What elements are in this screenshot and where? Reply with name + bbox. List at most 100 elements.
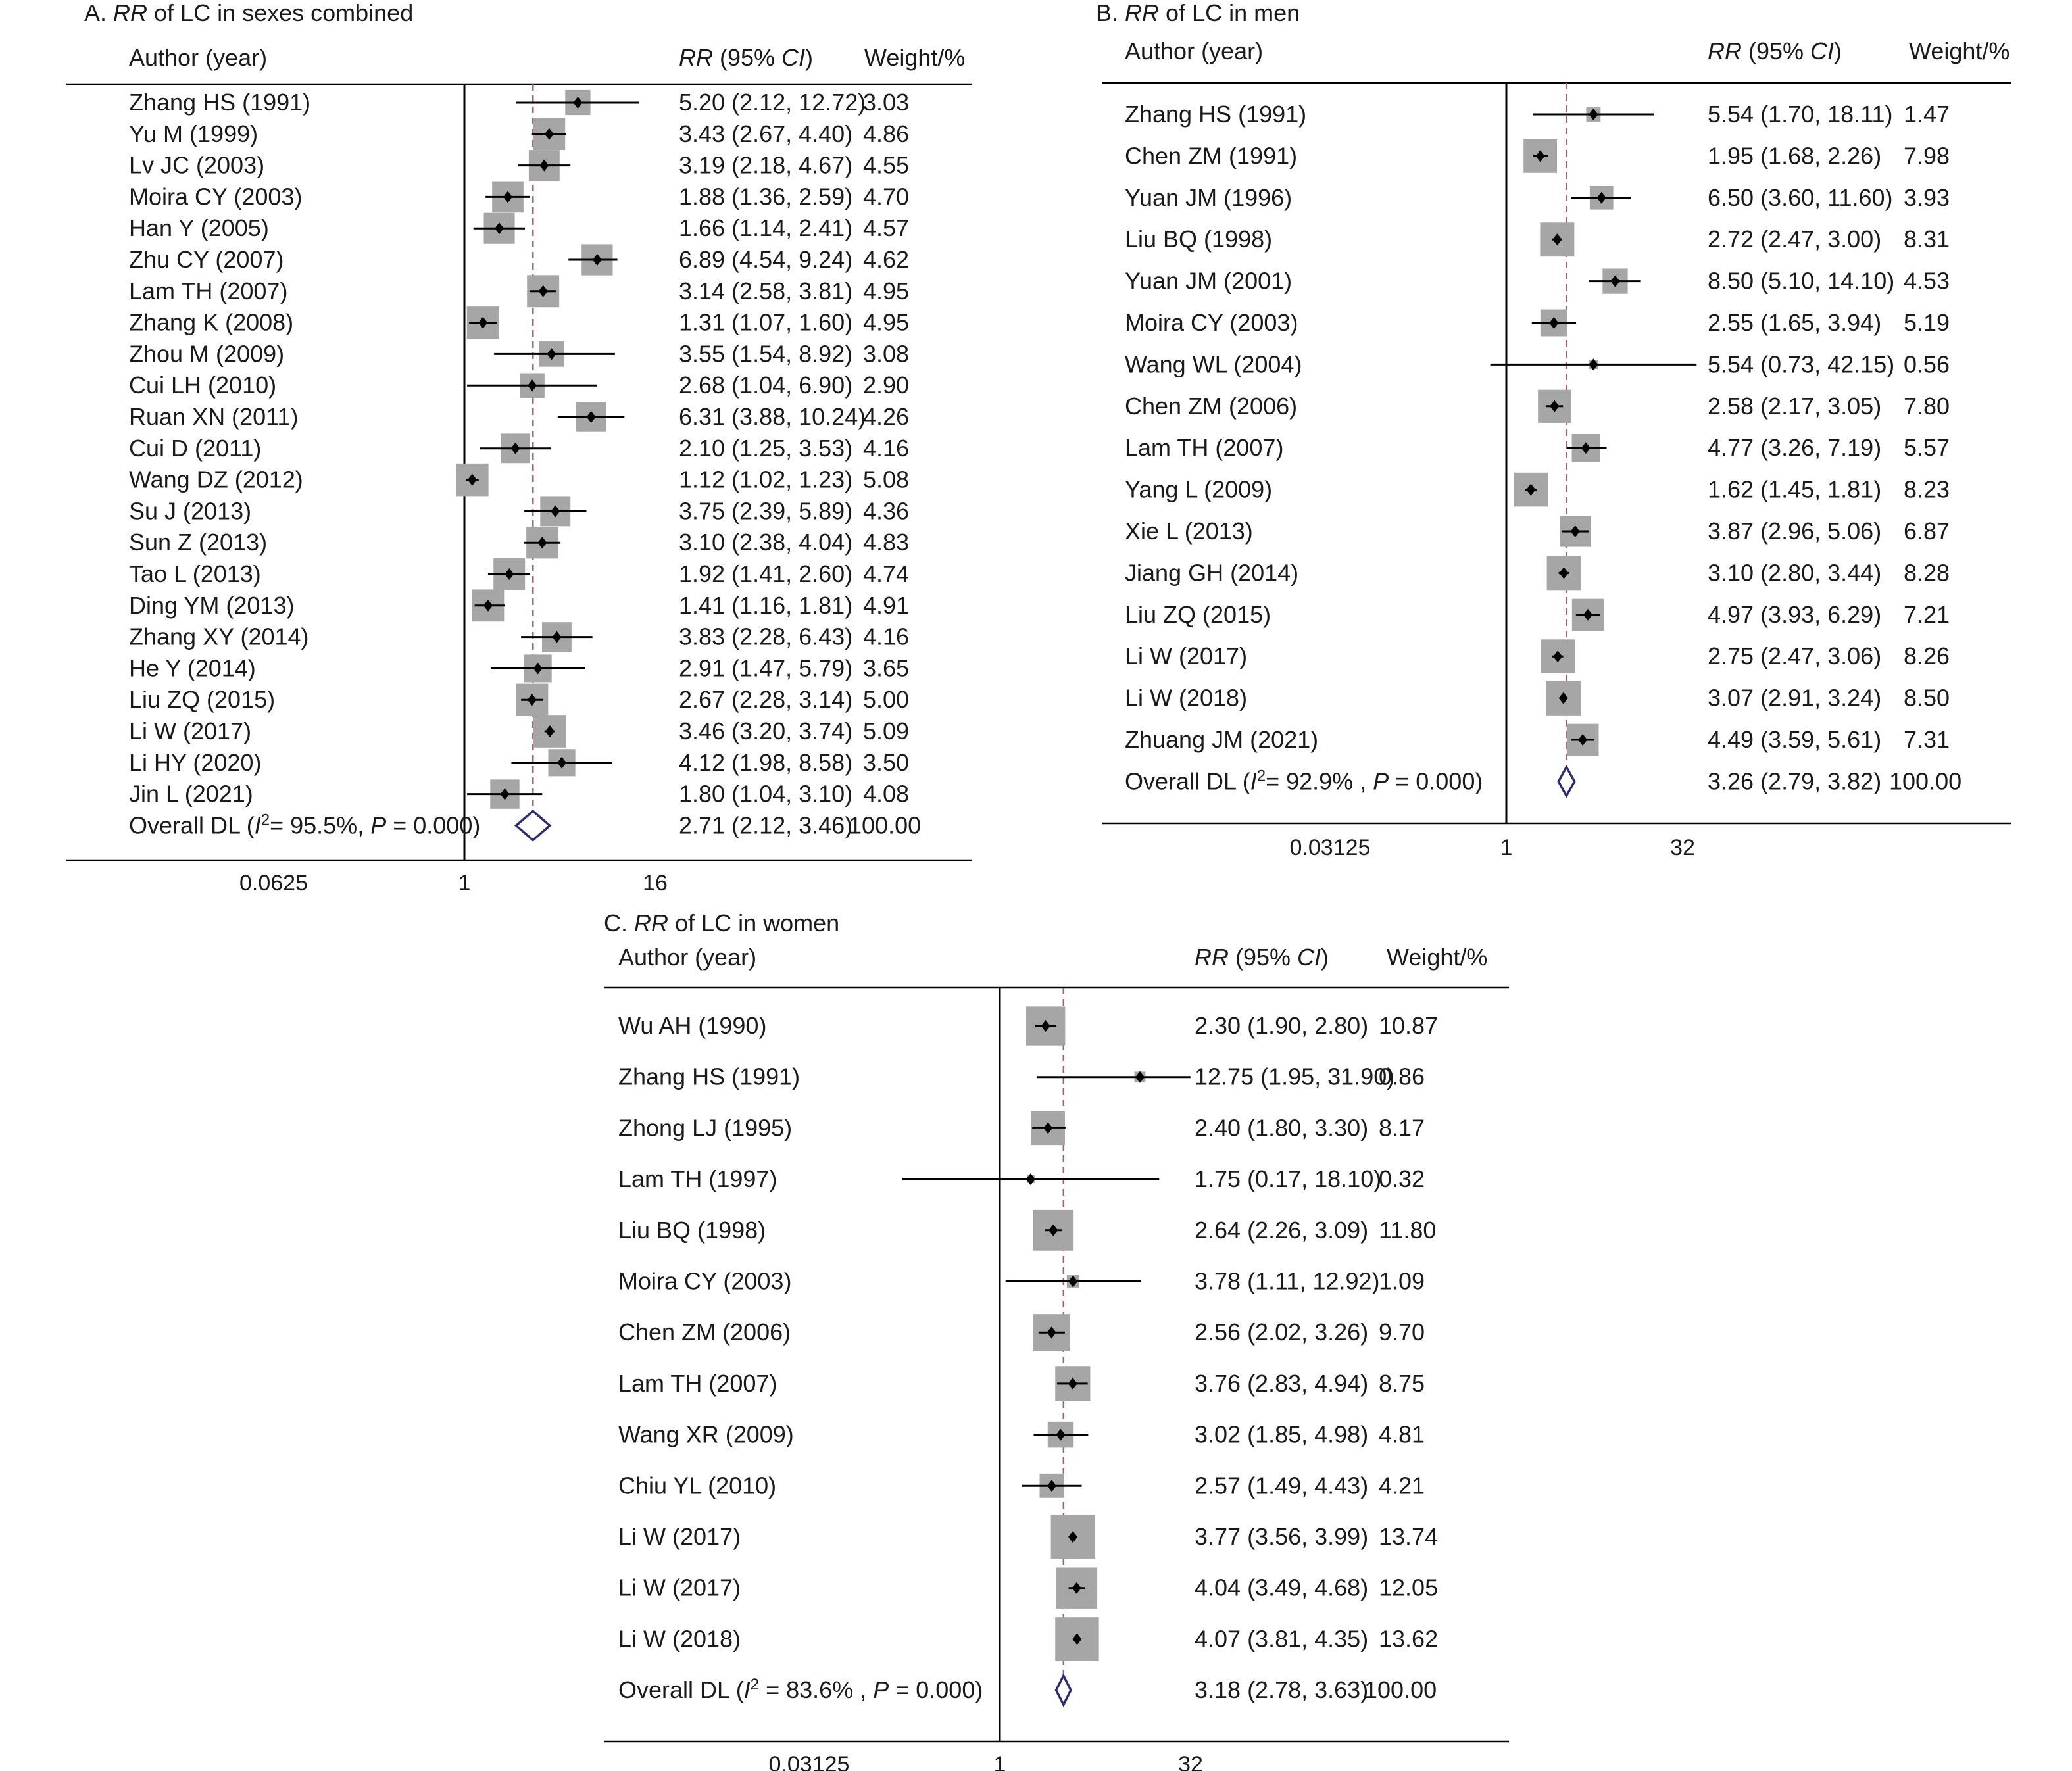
overall-row: Overall DL (I2 = 83.6% , P = 0.000) 3.18 … [618, 1673, 1437, 1707]
study-row: Yang L (2009) 1.62 (1.45, 1.81) 8.23 [1125, 472, 1950, 507]
study-row: Li HY (2020) 4.12 (1.98, 8.58) 3.50 [129, 749, 909, 777]
study-point-estimate [1610, 275, 1620, 287]
study-rr-ci-text: 1.80 (1.04, 3.10) [679, 781, 852, 808]
study-point-estimate [495, 222, 505, 235]
header-weight: Weight/% [1387, 944, 1487, 971]
overall-label: Overall DL (I2 = 83.6% , P = 0.000) [618, 1676, 983, 1704]
study-row: Chiu YL (2010) 2.57 (1.49, 4.43) 4.21 [618, 1472, 1425, 1499]
study-point-estimate [551, 505, 560, 518]
study-author: Lam TH (2007) [129, 278, 287, 304]
study-weight: 8.17 [1379, 1114, 1425, 1141]
study-weight: 4.91 [863, 592, 909, 619]
study-rr-ci-text: 4.97 (3.93, 6.29) [1708, 601, 1881, 628]
study-rr-ci-text: 3.83 (2.28, 6.43) [679, 623, 852, 650]
study-author: Yuan JM (2001) [1125, 268, 1292, 295]
study-point-estimate [1583, 608, 1592, 621]
study-author: Wang WL (2004) [1125, 351, 1302, 377]
study-rr-ci-text: 1.31 (1.07, 1.60) [679, 309, 852, 336]
study-author: Wang XR (2009) [618, 1421, 794, 1448]
study-weight: 4.62 [863, 246, 909, 273]
study-row: Moira CY (2003) 3.78 (1.11, 12.92)1.09 [618, 1268, 1425, 1295]
study-author: Yang L (2009) [1125, 476, 1272, 503]
study-rr-ci-text: 3.87 (2.96, 5.06) [1708, 518, 1881, 545]
study-author: Lam TH (1997) [618, 1165, 777, 1192]
study-weight: 1.09 [1379, 1268, 1425, 1295]
study-rr-ci-text: 2.40 (1.80, 3.30) [1195, 1114, 1368, 1141]
study-author: Wang DZ (2012) [129, 466, 303, 493]
forest-panel-a: A. RR of LC in sexes combined Author (yea… [66, 0, 972, 896]
study-weight: 4.74 [863, 560, 909, 587]
study-weight: 3.93 [1904, 184, 1950, 211]
study-point-estimate [545, 725, 555, 737]
study-weight: 8.75 [1379, 1370, 1425, 1397]
study-rr-ci-text: 3.19 (2.18, 4.67) [679, 152, 852, 179]
study-weight: 10.87 [1379, 1012, 1438, 1039]
study-point-estimate [1068, 1275, 1078, 1288]
study-rr-ci-text: 2.91 (1.47, 5.79) [679, 654, 852, 681]
study-author: Moira CY (2003) [1125, 309, 1298, 336]
study-point-estimate [1589, 109, 1598, 120]
study-author: Zhou M (2009) [129, 340, 284, 367]
study-author: Zhang XY (2014) [129, 623, 309, 650]
study-weight: 4.36 [863, 497, 909, 524]
study-weight: 4.55 [863, 152, 909, 179]
study-row: Liu ZQ (2015) 2.67 (2.28, 3.14) 5.00 [129, 683, 909, 716]
study-point-estimate [1535, 150, 1545, 162]
study-rr-ci-text: 1.41 (1.16, 1.81) [679, 592, 852, 619]
study-row: Li W (2018) 3.07 (2.91, 3.24) 8.50 [1125, 681, 1950, 716]
header-author: Author (year) [618, 944, 756, 971]
study-row: Tao L (2013) 1.92 (1.41, 2.60) 4.74 [129, 558, 909, 590]
x-tick-label: 1 [458, 871, 471, 896]
study-rr-ci-text: 3.14 (2.58, 3.81) [679, 278, 852, 304]
study-point-estimate [1558, 692, 1568, 704]
study-author: Li W (2018) [618, 1625, 741, 1652]
study-row: Zhong LJ (1995) 2.40 (1.80, 3.30) 8.17 [618, 1111, 1425, 1146]
study-row: Ruan XN (2011) 6.31 (3.88, 10.24)4.26 [129, 402, 909, 432]
study-row: Zhang HS (1991) 5.20 (2.12, 12.72)3.03 [129, 89, 909, 116]
header-rr-ci: RR (95% CI) [679, 44, 813, 71]
header-weight: Weight/% [1909, 37, 2010, 64]
study-row: Li W (2017) 4.04 (3.49, 4.68) 12.05 [618, 1567, 1438, 1609]
overall-diamond [1557, 764, 1576, 799]
study-row: Lam TH (1997) 1.75 (0.17, 18.10)0.32 [618, 1165, 1425, 1192]
study-point-estimate [537, 537, 547, 549]
study-row: Zhang K (2008) 1.31 (1.07, 1.60) 4.95 [129, 306, 909, 339]
study-row: Lam TH (2007) 4.77 (3.26, 7.19) 5.57 [1125, 433, 1950, 462]
study-weight: 4.16 [863, 435, 909, 462]
study-weight: 5.19 [1904, 309, 1950, 336]
overall-rr-ci-text: 3.18 (2.78, 3.63) [1195, 1676, 1368, 1703]
study-author: Zhang HS (1991) [129, 89, 310, 116]
study-rr-ci-text: 5.20 (2.12, 12.72) [679, 89, 866, 116]
study-weight: 4.81 [1379, 1421, 1425, 1448]
study-weight: 5.08 [863, 466, 909, 493]
study-author: Li W (2018) [1125, 685, 1247, 712]
study-row: He Y (2014) 2.91 (1.47, 5.79) 3.65 [129, 654, 909, 683]
study-point-estimate [592, 254, 602, 266]
study-weight: 13.74 [1379, 1523, 1438, 1550]
header-author: Author (year) [1125, 37, 1263, 64]
study-author: Moira CY (2003) [129, 183, 302, 210]
study-author: Wu AH (1990) [618, 1012, 766, 1039]
study-row: Moira CY (2003) 2.55 (1.65, 3.94) 5.19 [1125, 309, 1950, 337]
study-point-estimate [505, 568, 514, 580]
study-rr-ci-text: 12.75 (1.95, 31.90) [1195, 1063, 1394, 1090]
overall-weight: 100.00 [1889, 767, 1961, 794]
study-weight: 4.21 [1379, 1472, 1425, 1499]
study-point-estimate [528, 379, 537, 392]
study-weight: 2.90 [863, 372, 909, 399]
study-rr-ci-text: 4.12 (1.98, 8.58) [679, 749, 852, 776]
study-weight: 8.31 [1904, 226, 1950, 253]
panel-title: B. RR of LC in men [1096, 0, 1300, 26]
study-author: Li W (2017) [618, 1574, 741, 1601]
study-row: Wang XR (2009) 3.02 (1.85, 4.98) 4.81 [618, 1421, 1425, 1448]
study-weight: 4.08 [863, 781, 909, 808]
study-author: Zhuang JM (2021) [1125, 726, 1318, 753]
study-row: Xie L (2013) 3.87 (2.96, 5.06) 6.87 [1125, 516, 1950, 547]
study-rr-ci-text: 3.10 (2.38, 4.04) [679, 529, 852, 556]
study-point-estimate [1578, 734, 1588, 746]
overall-weight: 100.00 [1364, 1676, 1437, 1703]
study-weight: 3.50 [863, 749, 909, 776]
study-author: Sun Z (2013) [129, 529, 267, 556]
study-row: Yuan JM (1996) 6.50 (3.60, 11.60) 3.93 [1125, 184, 1950, 211]
